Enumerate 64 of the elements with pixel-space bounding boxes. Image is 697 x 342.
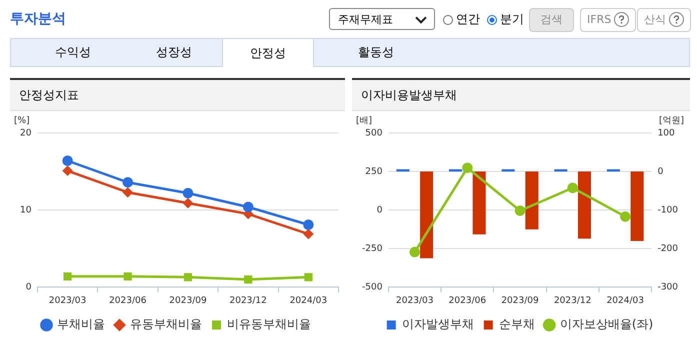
text: 안정성 (250, 46, 286, 60)
y2-tick-label: 0 (658, 166, 664, 177)
legend-label: 이자발생부채 (402, 317, 474, 332)
x-tick-label: 2024/03 (606, 296, 644, 306)
y-tick-label: -500 (362, 282, 383, 293)
y-axis-title: [%] (14, 116, 30, 126)
y-tick-label: -250 (362, 244, 383, 254)
legend-label: 비유동부채비율 (227, 317, 311, 332)
y-axis-title: [배] (356, 116, 372, 126)
x-tick-label: 2023/03 (396, 296, 434, 306)
x-tick-label: 2023/03 (48, 296, 86, 306)
legend-label: 순부채 (498, 317, 535, 332)
point (304, 273, 312, 282)
y-tick-label: 20 (20, 128, 32, 138)
point (244, 275, 252, 284)
point (567, 182, 578, 194)
x-tick-label: 2024/03 (290, 296, 328, 306)
point (303, 220, 314, 230)
x-tick-label: 2023/06 (109, 296, 147, 306)
point (122, 177, 134, 188)
x-tick-label: 2023/12 (554, 296, 592, 306)
legend-label: 부채비율 (57, 317, 105, 332)
point (182, 188, 194, 198)
point (183, 198, 193, 208)
point (514, 205, 526, 216)
y2-tick-label: -100 (658, 205, 678, 216)
chart-title: 안정성지표 (10, 80, 345, 111)
point (124, 272, 132, 280)
text: 활동성 (358, 45, 394, 59)
x-tick-label: 2023/06 (448, 296, 486, 306)
y2-tick-label: -200 (658, 244, 678, 254)
point (184, 273, 192, 282)
text: 검색 (540, 13, 562, 26)
text: 분기 (500, 11, 524, 28)
legend-label: 이자보상배율(좌) (560, 317, 654, 332)
point (462, 162, 473, 174)
legend-label: 유동부채비율 (130, 317, 202, 332)
text: 수익성 (55, 45, 91, 59)
x-tick-label: 2023/09 (169, 296, 207, 306)
text: 연간 (456, 11, 480, 28)
text: 산식 (644, 13, 666, 26)
text: IFRS (587, 13, 612, 26)
text: 성장성 (156, 45, 192, 59)
text: 투자분석 (10, 11, 66, 27)
point (123, 188, 133, 198)
point (62, 166, 72, 176)
y-tick-label: 0 (26, 282, 32, 293)
point (63, 272, 72, 280)
y-tick-label: 0 (376, 205, 383, 216)
y-tick-label: 500 (365, 128, 383, 138)
point (242, 202, 254, 212)
text: 주재무제표 (338, 13, 393, 26)
x-tick-label: 2023/09 (501, 296, 539, 306)
y2-axis-title: [억원] (658, 116, 684, 126)
chart-title: 이자비용발생부채 (352, 80, 690, 111)
y2-tick-label: 100 (658, 128, 676, 138)
point (304, 229, 314, 239)
y-tick-label: 250 (365, 166, 383, 177)
y-tick-label: 10 (20, 205, 32, 216)
point (620, 211, 631, 222)
x-tick-label: 2023/12 (229, 296, 267, 306)
y2-tick-label: -300 (658, 282, 678, 293)
point (409, 246, 420, 258)
point (62, 156, 73, 166)
